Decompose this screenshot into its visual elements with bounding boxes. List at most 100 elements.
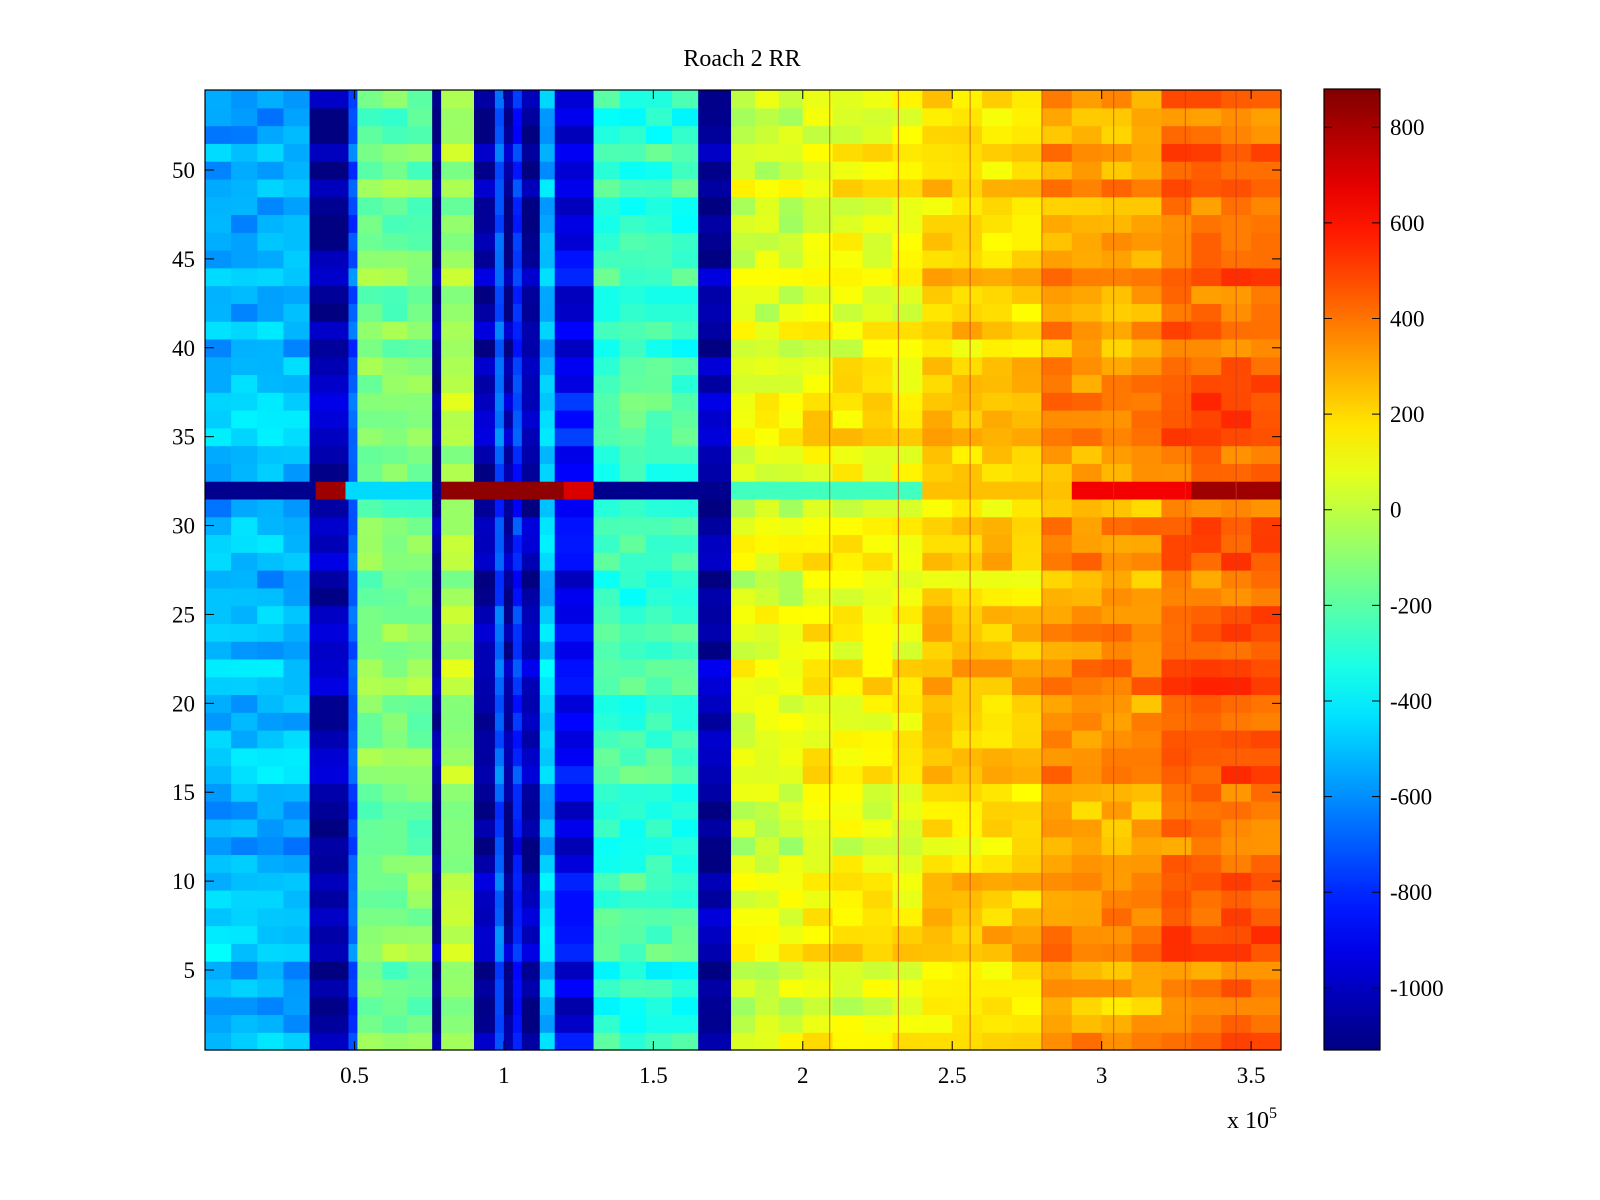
heatmap-cell: [778, 978, 804, 998]
heatmap-cell: [645, 925, 673, 944]
heatmap-cell: [1101, 463, 1133, 482]
heatmap-cell: [778, 570, 804, 589]
heatmap-cell: [257, 392, 285, 411]
heatmap-cell: [257, 587, 285, 607]
heatmap-cell: [432, 658, 442, 678]
heatmap-cell: [952, 818, 983, 838]
heatmap-cell: [698, 534, 732, 553]
heatmap-cell: [432, 534, 442, 553]
heatmap-cell: [554, 890, 595, 909]
heatmap-cell: [1012, 427, 1043, 447]
x-axis-ticks: 0.5 1 1.5 2 2.5 3 3.5: [340, 90, 1265, 1088]
heatmap-cell: [778, 907, 804, 927]
heatmap-cell: [1191, 463, 1222, 482]
heatmap-cell: [1251, 392, 1282, 411]
heatmap-cell: [778, 250, 804, 269]
heatmap-cell: [698, 374, 732, 393]
heatmap-cell: [441, 125, 475, 144]
heatmap-cell: [231, 854, 258, 873]
heatmap-cell: [922, 730, 953, 749]
heatmap-cell: [357, 303, 383, 322]
heatmap-cell: [778, 765, 804, 784]
heatmap-cell: [1041, 1032, 1073, 1051]
heatmap-cell: [802, 161, 834, 180]
heatmap-cell: [441, 107, 475, 127]
heatmap-cell: [802, 730, 834, 749]
heatmap-cell: [922, 214, 953, 233]
heatmap-cell: [474, 730, 496, 749]
heatmap-cell: [952, 978, 983, 998]
heatmap-cell: [474, 783, 496, 802]
heatmap-cell: [1041, 623, 1073, 642]
heatmap-cell: [205, 427, 232, 447]
heatmap-cell: [1041, 658, 1073, 678]
heatmap-cell: [205, 676, 232, 696]
heatmap-cell: [205, 321, 232, 340]
heatmap-cell: [982, 1032, 1013, 1051]
heatmap-cell: [1101, 214, 1133, 233]
heatmap-cell: [802, 818, 834, 838]
heatmap-cell: [754, 801, 780, 820]
heatmap-cell: [205, 534, 232, 553]
heatmap-cell: [205, 552, 232, 571]
heatmap-cell: [832, 125, 864, 144]
heatmap-cell: [754, 107, 780, 127]
heatmap-cell: [441, 214, 475, 233]
heatmap-cell: [672, 356, 699, 376]
heatmap-cell: [432, 890, 442, 909]
heatmap-cell: [474, 303, 496, 322]
heatmap-cell: [231, 214, 258, 233]
heatmap-cell: [862, 427, 894, 447]
heatmap-cell: [982, 356, 1013, 376]
heatmap-cell: [645, 605, 673, 624]
heatmap-cell: [309, 854, 350, 873]
heatmap-cell: [672, 250, 699, 269]
heatmap-cell: [407, 978, 433, 998]
heatmap-cell: [539, 961, 556, 980]
heatmap-cell: [1071, 836, 1103, 856]
heatmap-cell: [231, 338, 258, 358]
heatmap-cell: [754, 410, 780, 429]
heatmap-cell: [1191, 605, 1222, 624]
heatmap-cell: [554, 658, 595, 678]
heatmap-cell: [1101, 961, 1133, 980]
heatmap-cell: [231, 623, 258, 642]
heatmap-cell: [1071, 623, 1103, 642]
heatmap-cell: [554, 410, 595, 429]
heatmap-cell: [554, 196, 595, 216]
heatmap-cell: [1131, 658, 1163, 678]
heatmap-cell: [205, 587, 232, 607]
heatmap-cell: [1012, 161, 1043, 180]
heatmap-cell: [802, 712, 834, 731]
heatmap-cell: [512, 90, 523, 109]
heatmap-cell: [619, 161, 647, 180]
heatmap-cell: [952, 641, 983, 660]
heatmap-cell: [407, 107, 433, 127]
heatmap-cell: [1251, 374, 1282, 393]
heatmap-cell: [593, 161, 621, 180]
heatmap-cell: [982, 783, 1013, 802]
heatmap-cell: [892, 534, 923, 553]
heatmap-cell: [441, 463, 475, 482]
heatmap-cell: [1251, 943, 1282, 962]
heatmap-cell: [432, 178, 442, 198]
heatmap-cell: [982, 1014, 1013, 1033]
heatmap-cell: [1161, 694, 1192, 713]
heatmap-cell: [309, 338, 350, 358]
heatmap-cell: [494, 178, 505, 198]
heatmap-cell: [1131, 605, 1163, 624]
heatmap-cell: [645, 872, 673, 891]
heatmap-cell: [922, 481, 1073, 500]
heatmap-cell: [1041, 392, 1073, 411]
heatmap-cell: [832, 410, 864, 429]
heatmap-cell: [512, 978, 523, 998]
heatmap-cell: [1131, 854, 1163, 873]
heatmap-cell: [521, 961, 541, 980]
heatmap-cell: [283, 552, 311, 571]
heatmap-cell: [474, 1014, 496, 1033]
heatmap-cell: [494, 285, 505, 304]
heatmap-cell: [1012, 125, 1043, 144]
heatmap-cell: [672, 570, 699, 589]
heatmap-cell: [1191, 765, 1222, 784]
heatmap-cell: [731, 890, 756, 909]
